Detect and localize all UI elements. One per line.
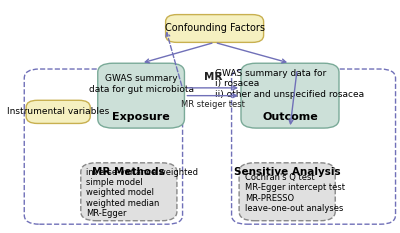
FancyBboxPatch shape — [98, 63, 184, 128]
FancyBboxPatch shape — [26, 100, 90, 123]
FancyBboxPatch shape — [81, 163, 177, 221]
Text: MR: MR — [204, 72, 222, 82]
Text: GWAS summary data for
i) rosacea
ii) other and unspecified rosacea: GWAS summary data for i) rosacea ii) oth… — [216, 69, 364, 99]
Text: Outcome: Outcome — [262, 112, 318, 122]
Text: inverse-variance weighted
simple model
weighted model
weighted median
MR-Egger: inverse-variance weighted simple model w… — [86, 168, 198, 218]
Text: MR steiger test: MR steiger test — [181, 100, 245, 109]
Text: MR Methods: MR Methods — [92, 167, 165, 177]
Text: Cochran's Q test
MR-Egger intercept test
MR-PRESSO
leave-one-out analyses: Cochran's Q test MR-Egger intercept test… — [245, 173, 345, 213]
Text: Sensitive Analysis: Sensitive Analysis — [234, 167, 340, 177]
Text: Confounding Factors: Confounding Factors — [165, 24, 265, 34]
FancyBboxPatch shape — [241, 63, 339, 128]
Text: GWAS summary
data for gut microbiota: GWAS summary data for gut microbiota — [89, 74, 194, 94]
FancyBboxPatch shape — [166, 15, 264, 42]
Text: Instrumental variables: Instrumental variables — [7, 107, 109, 116]
FancyBboxPatch shape — [239, 163, 335, 221]
Text: Exposure: Exposure — [112, 112, 170, 122]
